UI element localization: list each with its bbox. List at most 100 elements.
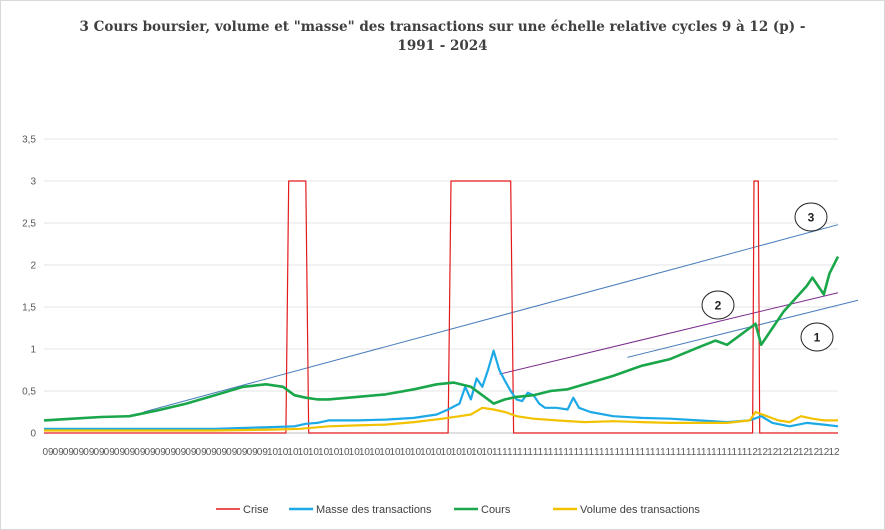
- x-tick-label: 09: [216, 447, 228, 458]
- x-tick-label: 11: [604, 447, 615, 458]
- x-tick-label: 11: [594, 447, 605, 458]
- x-tick-label: 12: [798, 447, 810, 458]
- x-tick-label: 11: [717, 447, 728, 458]
- x-tick-label: 11: [584, 447, 595, 458]
- legend-item-volume-des-transactions: Volume des transactions: [553, 504, 700, 516]
- x-tick-label: 11: [523, 447, 534, 458]
- annotation-circle-shape: [701, 290, 735, 320]
- x-tick-label: 10: [338, 447, 350, 458]
- series-line-volume-des-transactions: [44, 406, 838, 432]
- x-tick-label: 10: [308, 447, 320, 458]
- x-tick-label: 10: [481, 447, 493, 458]
- x-tick-label: 09: [53, 447, 65, 458]
- x-tick-label: 09: [236, 447, 248, 458]
- y-tick-label: 3: [30, 177, 36, 188]
- y-tick-label: 3,5: [22, 135, 36, 146]
- trendline-1: [627, 299, 859, 358]
- annotation-circle-3: 3: [794, 202, 828, 232]
- x-tick-label: 11: [492, 447, 503, 458]
- x-tick-label: 09: [257, 447, 269, 458]
- legend-label: Cours: [481, 504, 511, 516]
- x-tick-label: 11: [655, 447, 666, 458]
- x-tick-label: 10: [328, 447, 340, 458]
- x-tick-label: 10: [420, 447, 432, 458]
- x-tick-label: 11: [625, 447, 636, 458]
- series-line-cours: [43, 256, 840, 422]
- x-tick-label: 11: [635, 447, 646, 458]
- x-tick-label: 12: [808, 447, 820, 458]
- x-tick-label: 09: [93, 447, 105, 458]
- x-tick-label: 11: [665, 447, 676, 458]
- y-tick-label: 0: [30, 429, 36, 440]
- x-tick-label: 10: [369, 447, 381, 458]
- x-tick-label: 11: [686, 447, 697, 458]
- trendline-2: [499, 292, 839, 375]
- y-tick-label: 2: [30, 261, 36, 272]
- x-tick-label: 09: [165, 447, 177, 458]
- y-tick-label: 2,5: [22, 219, 36, 230]
- x-tick-label: 09: [247, 447, 259, 458]
- x-tick-label: 11: [676, 447, 687, 458]
- x-tick-label: 12: [757, 447, 769, 458]
- legend-item-crise: Crise: [216, 504, 269, 516]
- x-tick-label: 11: [563, 447, 574, 458]
- x-tick-label: 10: [318, 447, 330, 458]
- x-tick-label: 10: [390, 447, 402, 458]
- x-tick-label: 09: [196, 447, 208, 458]
- x-tick-label: 12: [788, 447, 800, 458]
- x-tick-label: 12: [777, 447, 789, 458]
- x-tick-label: 10: [277, 447, 289, 458]
- x-tick-label: 09: [104, 447, 116, 458]
- x-tick-label: 09: [145, 447, 157, 458]
- y-tick-label: 1: [30, 345, 36, 356]
- x-tick-label: 09: [73, 447, 85, 458]
- x-tick-label: 09: [175, 447, 187, 458]
- x-tick-label: 09: [124, 447, 136, 458]
- x-tick-label: 10: [349, 447, 361, 458]
- x-tick-label: 11: [574, 447, 585, 458]
- x-tick-label: 11: [553, 447, 564, 458]
- x-tick-label: 11: [727, 447, 738, 458]
- x-tick-label: 12: [828, 447, 840, 458]
- x-tick-label: 11: [533, 447, 544, 458]
- x-tick-label: 10: [461, 447, 473, 458]
- x-tick-label: 10: [471, 447, 483, 458]
- x-tick-label: 10: [400, 447, 412, 458]
- trendline-3: [143, 224, 839, 413]
- x-tick-label: 09: [42, 447, 54, 458]
- x-tick-label: 12: [747, 447, 759, 458]
- legend-label: Masse des transactions: [316, 504, 432, 516]
- x-tick-label: 11: [696, 447, 707, 458]
- x-tick-label: 12: [767, 447, 779, 458]
- annotation-label: 2: [715, 299, 722, 313]
- x-tick-label: 10: [267, 447, 279, 458]
- x-tick-label: 10: [430, 447, 442, 458]
- x-tick-label: 10: [298, 447, 310, 458]
- x-tick-label: 09: [134, 447, 146, 458]
- annotation-label: 1: [814, 331, 821, 345]
- x-tick-label: 12: [818, 447, 830, 458]
- x-tick-label: 09: [83, 447, 95, 458]
- annotation-circle-shape: [794, 202, 828, 232]
- x-tick-label: 10: [410, 447, 422, 458]
- x-tick-label: 09: [114, 447, 126, 458]
- x-tick-label: 11: [512, 447, 523, 458]
- series-line-crise: [44, 180, 838, 434]
- annotation-circle-1: 1: [800, 322, 834, 352]
- annotation-label: 3: [808, 211, 815, 225]
- annotation-circle-shape: [800, 322, 834, 352]
- x-tick-label: 11: [543, 447, 554, 458]
- x-tick-label: 11: [737, 447, 748, 458]
- legend-label: Volume des transactions: [580, 504, 700, 516]
- x-tick-label: 11: [706, 447, 717, 458]
- x-tick-label: 10: [451, 447, 463, 458]
- chart-title: 3 Cours boursier, volume et "masse" des …: [79, 19, 806, 54]
- series-line-masse-des-transactions: [44, 349, 839, 430]
- legend-label: Crise: [243, 504, 269, 516]
- legend-item-masse-des-transactions: Masse des transactions: [289, 504, 432, 516]
- x-tick-label: 11: [502, 447, 513, 458]
- x-tick-label: 09: [206, 447, 218, 458]
- annotation-circle-2: 2: [701, 290, 735, 320]
- x-tick-label: 10: [441, 447, 453, 458]
